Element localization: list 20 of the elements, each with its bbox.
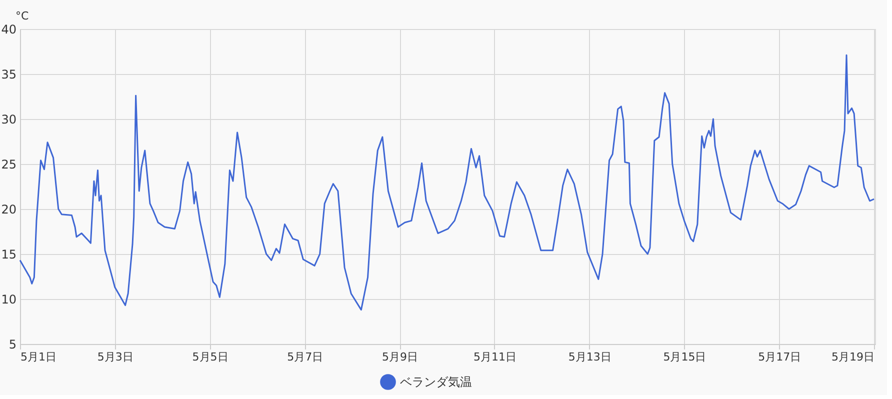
y-tick-label: 25: [1, 158, 16, 172]
x-tick-label: 5月17日: [758, 350, 802, 364]
y-tick-label: 20: [1, 202, 16, 216]
x-tick-label: 5月13日: [568, 350, 612, 364]
y-tick-label: 5: [8, 338, 16, 352]
x-tick-label: 5月3日: [97, 350, 134, 364]
y-tick-label: 40: [1, 22, 16, 36]
x-tick-label: 5月7日: [287, 350, 324, 364]
y-axis-title: °C: [16, 10, 29, 22]
y-tick-label: 15: [1, 248, 16, 262]
y-tick-label: 30: [1, 112, 16, 126]
x-tick-label: 5月1日: [20, 350, 56, 364]
legend-label: ベランダ気温: [400, 375, 472, 389]
y-tick-label: 10: [1, 292, 16, 306]
x-tick-label: 5月5日: [192, 350, 228, 364]
x-tick-label: 5月9日: [382, 350, 418, 364]
x-tick-label: 5月15日: [663, 350, 706, 364]
x-tick-label: 5月19日: [832, 350, 875, 364]
y-tick-label: 35: [1, 68, 16, 82]
x-tick-label: 5月11日: [473, 350, 516, 364]
